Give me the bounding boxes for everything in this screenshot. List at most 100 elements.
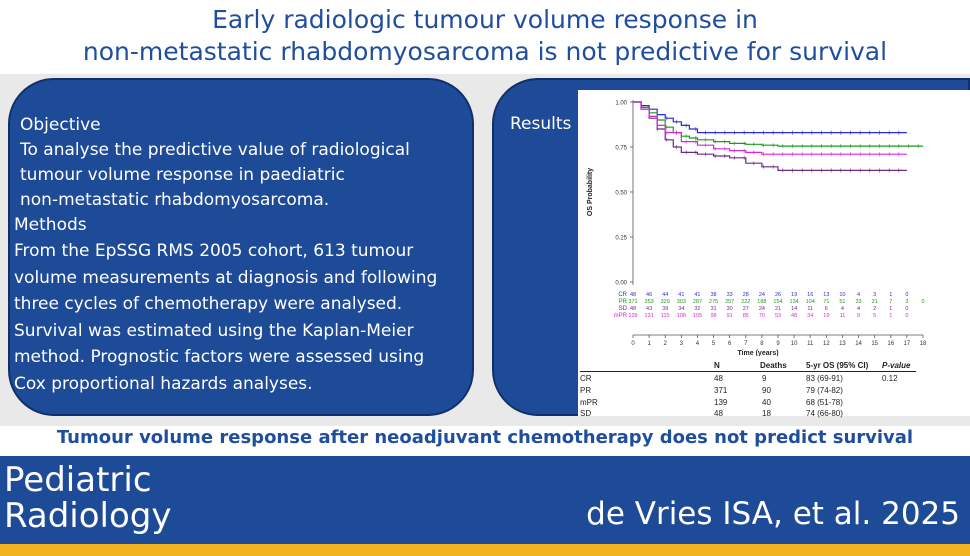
x-tick-label: 13	[839, 341, 846, 347]
methods-line-4: Survival was estimated using the Kaplan-…	[14, 321, 414, 341]
methods-line-1: From the EpSSG RMS 2005 cohort, 613 tumo…	[14, 241, 414, 261]
row-sd-os: 74 (66-80)	[806, 409, 843, 418]
risk-count-sd: 4	[841, 306, 844, 312]
risk-count-pr: 33	[855, 299, 861, 305]
risk-count-mpr: 105	[693, 313, 702, 319]
risk-count-mpr: 139	[628, 313, 637, 319]
methods-line-6: Cox proportional hazards analyses.	[14, 374, 313, 394]
risk-count-cr: 13	[823, 292, 829, 298]
row-pr-os: 79 (74-82)	[806, 386, 843, 395]
x-tick-label: 15	[871, 341, 878, 347]
risk-count-cr: 24	[759, 292, 765, 298]
risk-count-sd: 31	[710, 306, 716, 312]
col-deaths: Deaths	[760, 361, 787, 370]
citation-text: de Vries ISA, et al. 2025	[586, 496, 960, 532]
y-tick-label: 0.75	[615, 146, 627, 152]
y-tick-label: 0.25	[615, 236, 627, 242]
objective-heading: Objective	[20, 115, 101, 135]
risk-count-pr: 371	[628, 299, 637, 305]
risk-count-cr: 19	[791, 292, 797, 298]
footer-accent-strip	[0, 544, 970, 556]
footer-bar	[0, 456, 970, 544]
x-tick-label: 10	[791, 341, 798, 347]
risk-count-mpr: 53	[775, 313, 781, 319]
x-tick-label: 11	[807, 341, 814, 347]
objective-line-3: non-metastatic rhabdomyosarcoma.	[20, 190, 330, 210]
risk-count-pr: 134	[790, 299, 799, 305]
x-tick-label: 3	[680, 341, 684, 347]
journal-name-line-1: Pediatric	[4, 460, 152, 500]
risk-label-pr: PR	[619, 299, 628, 305]
risk-count-mpr: 48	[791, 313, 797, 319]
left-panel	[8, 78, 474, 416]
risk-count-cr: 1	[889, 292, 892, 298]
risk-count-mpr: 70	[759, 313, 765, 319]
row-pr-n: 371	[714, 386, 728, 395]
risk-count-mpr: 11	[840, 313, 846, 319]
risk-count-cr: 26	[775, 292, 781, 298]
risk-count-pr: 303	[677, 299, 686, 305]
risk-count-cr: 48	[630, 292, 636, 298]
km-curve-mpr	[633, 101, 907, 155]
row-pr-deaths: 90	[762, 386, 771, 395]
x-tick-label: 6	[728, 341, 732, 347]
y-tick-label: 1.00	[615, 101, 627, 107]
km-plot-area: 0.00 0.25 0.50 0.75 1.00 OS Probability 0 1 2 3 4 5…	[578, 90, 970, 357]
risk-count-pr: 3	[905, 299, 908, 305]
km-curve-sd	[633, 101, 907, 171]
risk-count-cr: 44	[662, 292, 668, 298]
risk-count-sd: 21	[775, 306, 781, 312]
risk-count-mpr: 98	[710, 313, 716, 319]
x-tick-label: 14	[855, 341, 862, 347]
y-tick-label: 0.00	[615, 281, 627, 287]
row-cr-group: CR	[580, 374, 592, 383]
summary-table	[578, 356, 970, 416]
x-tick-label: 1	[647, 341, 651, 347]
risk-count-sd: 30	[727, 306, 733, 312]
risk-count-pr: 71	[823, 299, 829, 305]
x-tick-label: 2	[664, 341, 668, 347]
conclusion-text: Tumour volume response after neoadjuvant…	[56, 427, 914, 448]
risk-count-cr: 38	[710, 292, 716, 298]
title-line-1: Early radiologic tumour volume response …	[212, 5, 758, 34]
risk-count-sd: 11	[807, 306, 813, 312]
km-curve-pr	[633, 101, 923, 147]
col-n: N	[714, 361, 720, 370]
row-pr-group: PR	[580, 386, 592, 395]
risk-count-cr: 4	[857, 292, 860, 298]
x-tick-label: 17	[904, 341, 911, 347]
risk-count-pr: 51	[839, 299, 845, 305]
results-heading: Results	[510, 114, 572, 134]
page-title: Early radiologic tumour volume response …	[0, 4, 970, 68]
risk-count-mpr: 0	[905, 313, 908, 319]
row-cr-n: 48	[714, 374, 723, 383]
risk-count-pr: 275	[709, 299, 718, 305]
risk-count-sd: 32	[694, 306, 700, 312]
x-tick-label: 5	[712, 341, 716, 347]
journal-name-line-2: Radiology	[4, 496, 172, 536]
row-cr-deaths: 9	[762, 374, 767, 383]
x-tick-label: 16	[887, 341, 894, 347]
objective-line-1: To analyse the predictive value of radio…	[20, 140, 410, 160]
risk-count-mpr: 9	[857, 313, 860, 319]
y-axis-label: OS Probability	[587, 168, 594, 216]
row-mpr-os: 68 (51-78)	[806, 398, 843, 407]
col-os: 5-yr OS (95% CI)	[806, 361, 869, 370]
risk-label-sd: SD	[619, 306, 628, 312]
risk-count-pr: 257	[725, 299, 734, 305]
risk-count-cr: 16	[807, 292, 813, 298]
risk-count-mpr: 91	[727, 313, 733, 319]
risk-count-sd: 6	[825, 306, 828, 312]
risk-count-pr: 21	[872, 299, 878, 305]
methods-line-2: volume measurements at diagnosis and fol…	[14, 268, 438, 288]
risk-count-cr: 41	[678, 292, 684, 298]
risk-count-sd: 14	[791, 306, 797, 312]
methods-line-5: method. Prognostic factors were assessed…	[14, 347, 425, 367]
row-mpr-group: mPR	[580, 398, 598, 407]
risk-count-cr: 46	[646, 292, 652, 298]
risk-count-mpr: 85	[743, 313, 749, 319]
km-curve-cr	[633, 101, 907, 134]
risk-count-cr: 10	[839, 292, 845, 298]
risk-count-pr: 7	[889, 299, 892, 305]
row-mpr-deaths: 40	[762, 398, 771, 407]
